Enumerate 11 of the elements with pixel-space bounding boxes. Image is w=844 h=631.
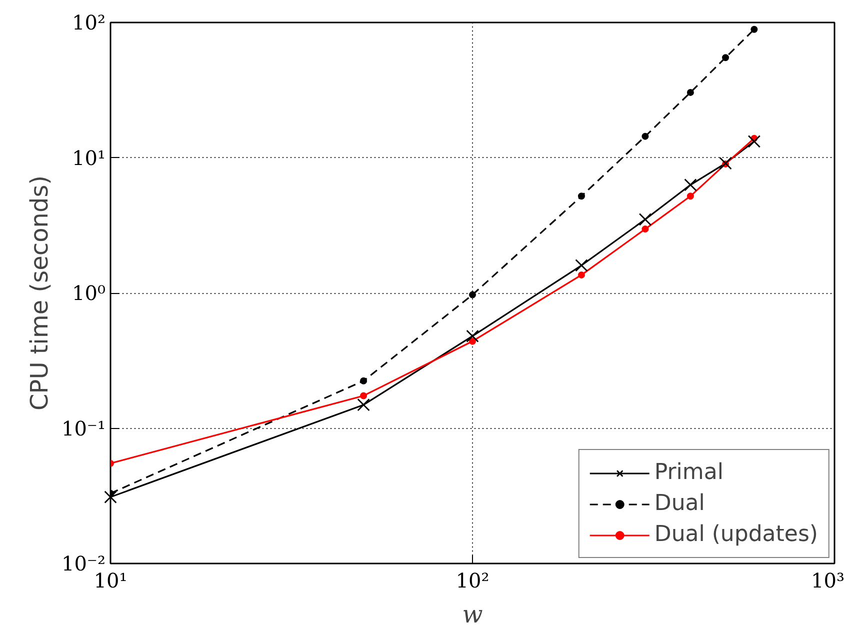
- x-tick-label: 10³: [811, 568, 844, 592]
- y-tick-label: 10²: [72, 10, 106, 34]
- legend-label: Dual: [654, 491, 705, 516]
- y-tick-label: 10¹: [72, 146, 106, 170]
- y-tick-label: 10⁰: [72, 281, 106, 305]
- legend-label: Dual (updates): [654, 522, 818, 547]
- x-tick-label: 10²: [456, 568, 490, 592]
- x-axis-title: w: [462, 600, 484, 628]
- legend-label: Primal: [654, 460, 724, 485]
- y-tick-label: 10⁻¹: [61, 416, 106, 440]
- y-axis-title: CPU time (seconds): [25, 175, 54, 411]
